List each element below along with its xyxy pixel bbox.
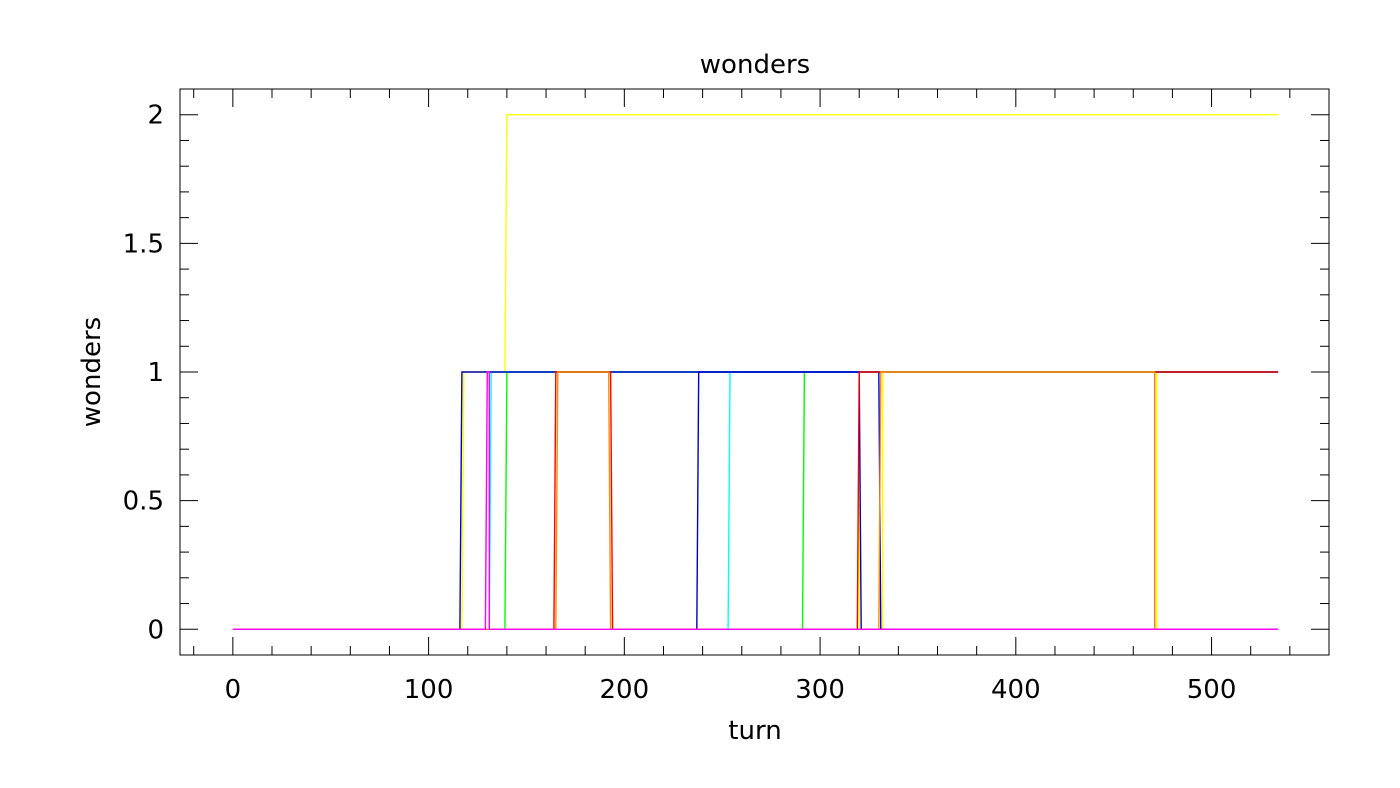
y-tick-label: 0 bbox=[147, 615, 164, 645]
series-line-6 bbox=[634, 371, 1279, 630]
series-line-5 bbox=[232, 371, 1279, 630]
y-tick-label: 0.5 bbox=[123, 487, 164, 517]
series-line-4 bbox=[634, 371, 1279, 630]
x-tick-label: 0 bbox=[225, 675, 242, 705]
series-line-8 bbox=[634, 371, 1279, 630]
y-tick-label: 2 bbox=[147, 101, 164, 131]
series-line-2 bbox=[463, 371, 1279, 630]
x-tick-label: 400 bbox=[991, 675, 1041, 705]
y-tick-label: 1.5 bbox=[123, 229, 164, 259]
series-line-11 bbox=[232, 371, 1279, 630]
x-tick-label: 200 bbox=[600, 675, 650, 705]
series-line-3 bbox=[232, 371, 1279, 630]
x-tick-label: 100 bbox=[404, 675, 454, 705]
x-axis-label: turn bbox=[728, 716, 781, 746]
x-tick-label: 300 bbox=[795, 675, 845, 705]
x-tick-label: 500 bbox=[1187, 675, 1237, 705]
y-tick-label: 1 bbox=[147, 358, 164, 388]
chart-title: wonders bbox=[700, 50, 810, 80]
series-line-7 bbox=[232, 371, 1279, 630]
tick-labels: 0 100 200 300 400 500 0 0.5 1 1.5 2 bbox=[123, 101, 1237, 705]
axis-ticks bbox=[180, 88, 1329, 656]
series-line-10 bbox=[232, 371, 1279, 630]
series-line-9 bbox=[232, 371, 1279, 630]
y-axis-label: wonders bbox=[77, 317, 107, 427]
series-lines bbox=[232, 113, 1279, 630]
